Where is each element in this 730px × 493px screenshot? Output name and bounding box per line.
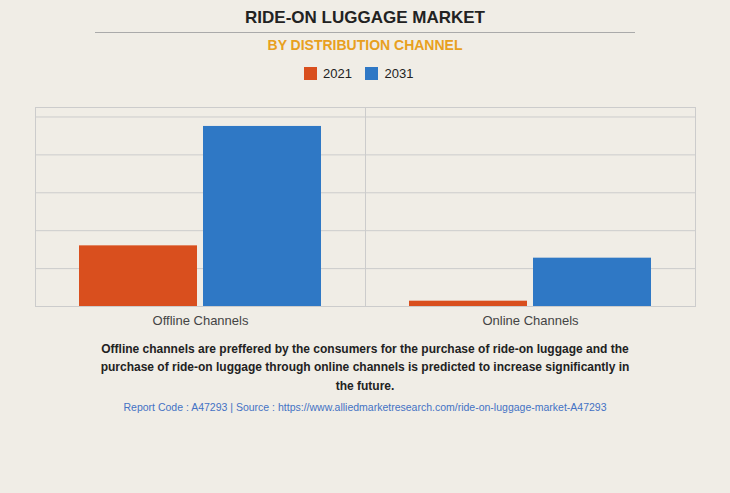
html-text:RIDE-ON LUGGAGE MARKET: RIDE-ON LUGGAGE MARKET <box>245 8 485 27</box>
html-text:Report Code : A47293 | Source: Report Code : A47293 | Source : https://… <box>123 401 607 414</box>
svg-text:Online Channels: Online Channels <box>482 312 579 327</box>
svg-text:Offline Channels: Offline Channels <box>153 312 249 327</box>
html-text:2031: 2031 <box>384 66 414 81</box>
html-text:2021: 2021 <box>323 66 352 81</box>
html-text:Offline channels are preffered: Offline channels are preffered by the co… <box>100 341 630 393</box>
html-text:BY DISTRIBUTION CHANNEL: BY DISTRIBUTION CHANNEL <box>267 37 463 53</box>
